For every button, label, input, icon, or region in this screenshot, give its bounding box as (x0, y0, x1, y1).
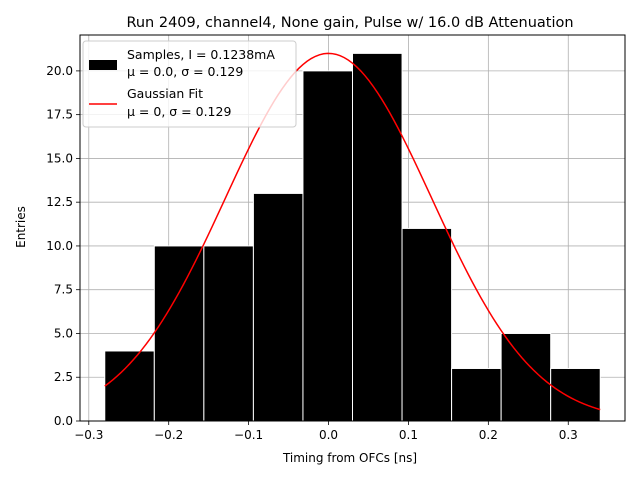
legend-samples-label: Samples, I = 0.1238mA (127, 47, 275, 62)
x-tick-label: 0.3 (559, 428, 578, 442)
histogram-bar (500, 332, 552, 422)
y-tick-label: 12.5 (46, 195, 73, 209)
y-tick-label: 15.0 (46, 151, 73, 165)
x-tick-label: −0.1 (234, 428, 263, 442)
y-tick-label: 10.0 (46, 239, 73, 253)
legend: Samples, I = 0.1238mA μ = 0.0, σ = 0.129… (82, 40, 297, 128)
x-tick-label: 0.1 (399, 428, 418, 442)
histogram-bar (302, 70, 354, 422)
histogram-bar (352, 52, 403, 422)
y-tick-label: 5.0 (54, 326, 73, 340)
x-tick-label: 0.0 (319, 428, 338, 442)
histogram-bar (104, 350, 155, 422)
x-axis-label: Timing from OFCs [ns] (282, 451, 417, 465)
plot-frame (79, 34, 626, 422)
x-tick-label: −0.3 (74, 428, 103, 442)
y-axis-ticks: 0.0 2.5 5.0 7.5 10.0 12.5 15.0 17.5 20.0 (46, 64, 80, 428)
x-axis-ticks: −0.3 −0.2 −0.1 0.0 0.1 0.2 0.3 (74, 421, 578, 442)
histogram-bar (550, 367, 601, 422)
x-tick-label: 0.2 (479, 428, 498, 442)
histogram-bar (451, 367, 502, 422)
legend-fit-stats: μ = 0, σ = 0.129 (127, 104, 231, 119)
legend-box (82, 40, 297, 128)
y-tick-label: 0.0 (54, 414, 73, 428)
histogram-bar (153, 245, 205, 422)
legend-samples-swatch (89, 60, 117, 70)
y-tick-label: 2.5 (54, 370, 73, 384)
histogram-bar (203, 245, 254, 422)
y-axis-label: Entries (14, 206, 28, 248)
chart-title: Run 2409, channel4, None gain, Pulse w/ … (126, 15, 573, 31)
y-tick-label: 20.0 (46, 64, 73, 78)
gaussian-fit-line (104, 52, 601, 411)
histogram-bar (252, 192, 304, 422)
histogram-bar (401, 227, 453, 422)
histogram-bars (104, 52, 601, 422)
y-tick-label: 17.5 (46, 108, 73, 122)
legend-samples-stats: μ = 0.0, σ = 0.129 (127, 64, 243, 79)
legend-fit-label: Gaussian Fit (127, 86, 203, 101)
y-tick-label: 7.5 (54, 283, 73, 297)
x-tick-label: −0.2 (154, 428, 183, 442)
